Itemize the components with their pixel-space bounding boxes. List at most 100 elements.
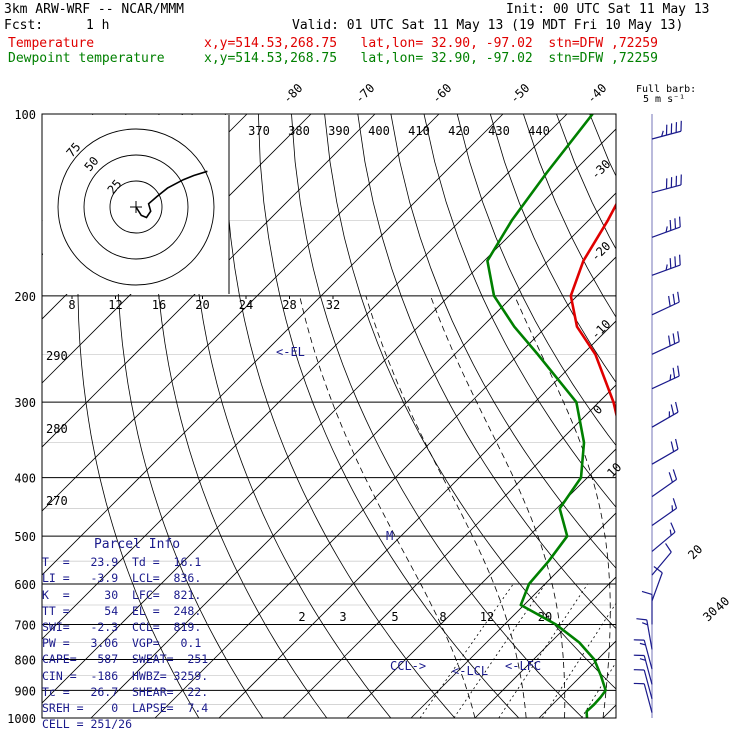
wind-barb-flag <box>665 226 668 233</box>
parcel-row-lifted-index: LI = -3.9 LCL= 836. <box>42 571 202 586</box>
wind-barb-staff <box>651 184 682 194</box>
wind-barb-flag <box>674 401 679 413</box>
isotherm-top-label: -80 <box>280 81 305 106</box>
isotherm-right-label: -20 <box>588 239 613 264</box>
wind-barb-flag <box>672 469 678 480</box>
wind-barb-flag <box>661 130 664 137</box>
mixing-ratio-line <box>498 583 589 718</box>
wind-barb-flag <box>674 438 679 450</box>
wind-barb-flag <box>653 566 663 574</box>
theta-e-label: 390 <box>328 124 350 138</box>
moist-adiabat-line <box>680 296 740 718</box>
wind-barb <box>651 120 682 140</box>
valid-time: Valid: 01 UTC Sat 11 May 13 (19 MDT Fri … <box>292 18 684 33</box>
wind-barb-flag <box>674 218 677 229</box>
dewpoint-location: x,y=514.53,268.75 lat,lon= 32.90, -97.02… <box>204 51 658 66</box>
wind-barb-flag <box>670 404 675 415</box>
wind-barb-flag <box>670 522 676 533</box>
temperature-location: x,y=514.53,268.75 lat,lon= 32.90, -97.02… <box>204 36 658 51</box>
pressure-tick-label: 500 <box>14 530 36 544</box>
level-marker-m: M <box>386 529 393 543</box>
wind-barb-flag <box>672 333 676 344</box>
isotherm-right-label: 0 <box>590 402 605 417</box>
pressure-tick-label: 200 <box>14 290 36 304</box>
isotherm-top-label: -70 <box>352 81 377 106</box>
dewpoint-profile-line <box>486 114 608 718</box>
isotherm-right-label: 20 <box>685 542 705 562</box>
isotherm-line <box>42 114 440 512</box>
wind-barb-flag <box>669 258 672 269</box>
dry-adiabat-line <box>423 114 616 508</box>
isotherm-line <box>42 114 376 448</box>
parcel-info-title: Parcel Info <box>93 537 181 552</box>
forecast-hour: 1 h <box>86 18 110 33</box>
dry-adiabat-line <box>291 114 584 718</box>
dry-adiabat-line <box>224 114 456 718</box>
wind-barb-flag <box>677 365 680 377</box>
theta-label: 290 <box>46 349 68 363</box>
dry-adiabat-line <box>357 114 616 630</box>
wind-barb <box>633 639 653 670</box>
pressure-tick-label: 900 <box>14 684 36 698</box>
level-marker-lcl: <-LCL <box>452 664 488 678</box>
isotherm-line <box>154 256 616 718</box>
wind-barb-flag <box>665 543 672 553</box>
plot-frame <box>41 113 617 719</box>
wind-barb <box>651 438 679 465</box>
parcel-row-cell: CELL = 251/26 <box>42 717 133 732</box>
dry-adiabat-line <box>656 114 740 718</box>
dry-adiabat-line <box>116 114 264 718</box>
theta-e-label: 430 <box>488 124 510 138</box>
wind-barb <box>651 254 681 276</box>
isotherm-line <box>538 640 616 718</box>
init-time: Init: 00 UTC Sat 11 May 13 <box>506 2 710 17</box>
isotherm-line <box>667 114 740 718</box>
parcel-row-precipitable-water: PW = 3.06 VGP= 0.1 <box>42 636 202 651</box>
wind-barb <box>651 216 681 238</box>
isotherm-line <box>218 320 616 718</box>
temperature-legend: Temperature <box>8 36 95 51</box>
wind-barb-flag <box>674 256 677 267</box>
moist-adiabat-line <box>514 295 611 718</box>
wind-barb <box>633 654 653 685</box>
wind-barb-flag <box>670 441 675 452</box>
wind-barb <box>651 174 682 194</box>
wind-barb <box>633 669 653 700</box>
isotherm-line <box>410 512 616 718</box>
wind-barb <box>636 618 653 650</box>
mixing-ratio-label: 2 <box>298 610 305 624</box>
isotherm-line <box>282 384 616 718</box>
wind-barb-staff <box>651 551 672 576</box>
dry-adiabat-line <box>523 114 616 318</box>
mixing-ratio-label: 12 <box>480 610 494 624</box>
wind-barb <box>651 291 680 316</box>
mixing-ratio-line <box>633 584 714 718</box>
wind-barb-staff <box>643 669 653 700</box>
wind-barb-flag <box>641 622 648 626</box>
theta-e-label: 410 <box>408 124 430 138</box>
hodograph-ring <box>57 128 215 286</box>
wind-barb <box>651 469 678 498</box>
level-marker-ccl: CCL-> <box>390 659 426 673</box>
wind-barb-flag <box>669 219 672 231</box>
dry-adiabat-line <box>153 114 328 718</box>
mixing-ratio-label: 3 <box>339 610 346 624</box>
pressure-tick-label: 700 <box>14 618 36 632</box>
isotherm-line <box>42 128 616 704</box>
parcel-row-k-index: K = 30 LFC= 821. <box>42 587 202 602</box>
wind-barb <box>651 498 678 526</box>
parcel-row-tc: Tc = 26.7 SHEAR= 22. <box>42 684 209 699</box>
wind-axis-label: 20 <box>195 298 209 312</box>
wind-barb <box>651 543 672 576</box>
moist-adiabat-line <box>430 295 566 718</box>
hodograph-ring <box>83 154 189 260</box>
barb-note: Full barb: <box>636 84 697 95</box>
parcel-info-panel: Parcel Info T = 23.9 Td = 16.1 LI = -3.9… <box>42 537 232 731</box>
wind-barb-flag <box>678 254 681 266</box>
barb-note-units: 5 m s⁻¹ <box>643 94 686 105</box>
pressure-tick-label: 600 <box>14 578 36 592</box>
wind-axis-label: 28 <box>282 298 296 312</box>
wind-barb <box>641 590 653 625</box>
theta-label: 280 <box>46 422 68 436</box>
dry-adiabat-line <box>589 114 616 177</box>
